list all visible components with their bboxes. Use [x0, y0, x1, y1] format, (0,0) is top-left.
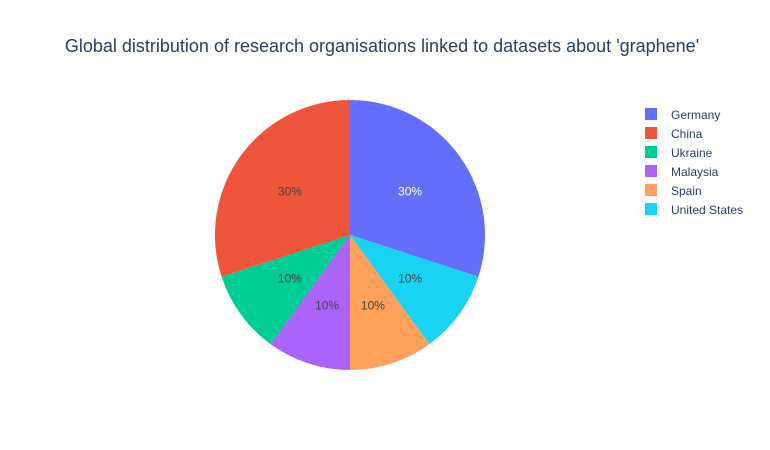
slice-label-united-states: 10% — [398, 272, 422, 286]
pie-slice-ukraine[interactable] — [221, 235, 350, 345]
legend-item-united-states[interactable]: United States — [645, 203, 743, 217]
legend-swatch-ukraine — [645, 146, 657, 158]
legend-swatch-germany — [645, 108, 657, 120]
slice-label-germany: 30% — [398, 184, 422, 198]
slice-label-ukraine: 10% — [278, 272, 302, 286]
pie-slice-china[interactable] — [215, 100, 350, 277]
legend-label-germany: Germany — [671, 108, 720, 122]
legend-swatch-china — [645, 127, 657, 139]
chart-title: Global distribution of research organisa… — [65, 36, 699, 56]
legend-item-ukraine[interactable]: Ukraine — [645, 146, 713, 160]
pie-slices — [215, 100, 485, 370]
slice-label-malaysia: 10% — [315, 299, 339, 313]
legend-label-china: China — [671, 127, 703, 141]
legend-item-china[interactable]: China — [645, 127, 703, 141]
pie-slice-united-states[interactable] — [350, 235, 479, 345]
slice-label-spain: 10% — [361, 299, 385, 313]
legend-item-germany[interactable]: Germany — [645, 108, 720, 122]
legend-swatch-united-states — [645, 203, 657, 215]
legend-item-malaysia[interactable]: Malaysia — [645, 165, 719, 179]
pie-labels: 30% 10% 10% 10% 10% 30% — [278, 184, 422, 312]
legend-swatch-malaysia — [645, 165, 657, 177]
legend-label-united-states: United States — [671, 203, 743, 217]
legend-swatch-spain — [645, 184, 657, 196]
legend-label-spain: Spain — [671, 184, 702, 198]
legend: Germany China Ukraine Malaysia Spain United S… — [645, 108, 743, 217]
legend-item-spain[interactable]: Spain — [645, 184, 702, 198]
pie-slice-spain[interactable] — [350, 235, 430, 370]
pie-slice-malaysia[interactable] — [270, 235, 350, 370]
pie-slice-germany[interactable] — [350, 100, 485, 277]
legend-label-malaysia: Malaysia — [671, 165, 719, 179]
slice-label-china: 30% — [278, 184, 302, 198]
legend-label-ukraine: Ukraine — [671, 146, 713, 160]
